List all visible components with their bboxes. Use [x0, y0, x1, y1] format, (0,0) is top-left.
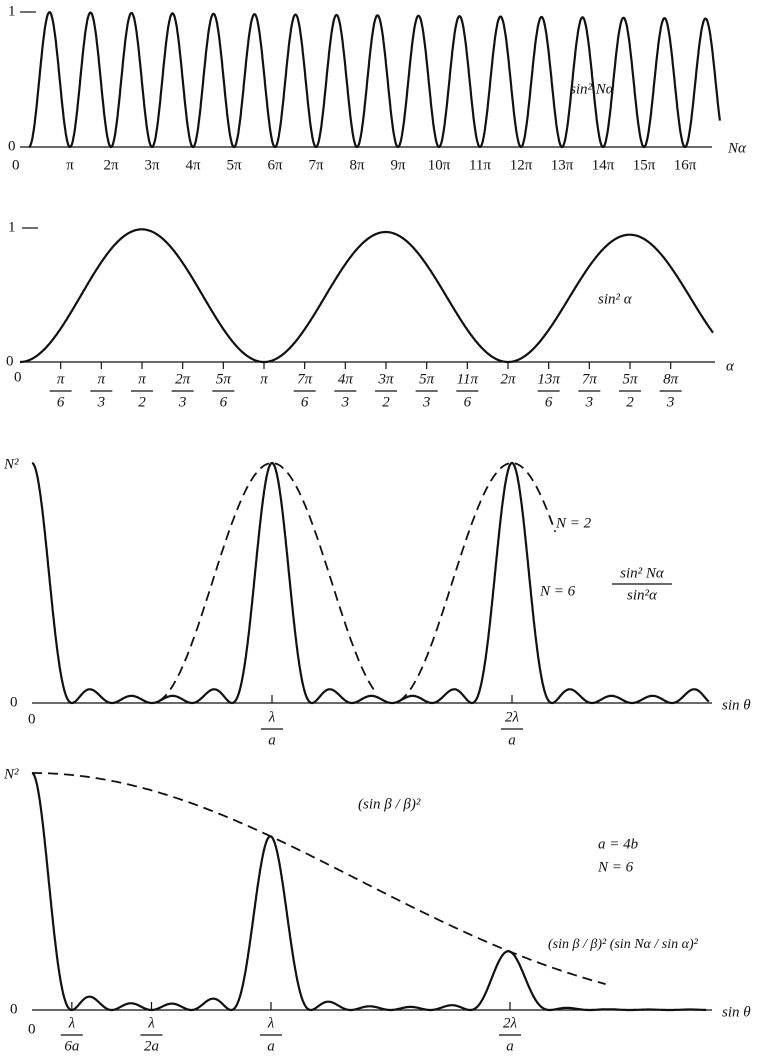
y-label: N² — [3, 456, 19, 472]
tick-num: 5π — [216, 371, 232, 387]
y-label: 0 — [8, 138, 16, 154]
x-tick-label: 4π — [185, 157, 201, 173]
y-label: 0 — [6, 353, 14, 369]
tick-num: 2π — [175, 371, 191, 387]
x-axis-label: α — [726, 358, 735, 374]
tick-num: λ — [267, 1015, 275, 1031]
tick-num: π — [57, 371, 65, 387]
y-label: 1 — [8, 3, 16, 19]
x-tick-label: 16π — [674, 157, 697, 173]
tick-den: a — [268, 732, 276, 748]
curve — [20, 228, 714, 364]
tick-num: λ — [268, 709, 276, 725]
tick-num: π — [98, 371, 106, 387]
tick-num: 8π — [663, 371, 679, 387]
tick-den: 3 — [341, 394, 350, 410]
x-axis-label: sin θ — [722, 697, 751, 713]
tick-den: 3 — [422, 394, 431, 410]
x-tick-label: 6π — [267, 157, 283, 173]
tick-num: 2π — [500, 371, 516, 387]
x-origin: 0 — [28, 711, 36, 727]
x-tick-label: π — [66, 157, 74, 173]
tick-num: 2λ — [503, 1015, 518, 1031]
x-tick-label: 8π — [349, 157, 365, 173]
x-tick-label: 12π — [510, 157, 533, 173]
tick-den: 2 — [138, 394, 146, 410]
tick-num: 3π — [377, 371, 394, 387]
x-tick-label: 2π — [103, 157, 119, 173]
tick-num: 5π — [419, 371, 435, 387]
tick-num: π — [138, 371, 146, 387]
formula: (sin β / β)² (sin Nα / sin α)² — [548, 937, 699, 952]
curve-label: N = 6 — [539, 583, 576, 599]
tick-den: 3 — [178, 394, 187, 410]
x-tick-label: 5π — [226, 157, 242, 173]
dashed-label: N = 2 — [555, 515, 592, 531]
y-label: N² — [3, 766, 19, 782]
param: N = 6 — [597, 859, 634, 875]
tick-den: 3 — [97, 394, 106, 410]
x-tick-label: 14π — [592, 157, 615, 173]
tick-den: 6 — [545, 394, 553, 410]
tick-num: 11π — [457, 371, 479, 387]
tick-num: 2λ — [505, 709, 520, 725]
tick-den: 6 — [57, 394, 65, 410]
tick-num: 7π — [297, 371, 313, 387]
x-tick-label: 10π — [428, 157, 451, 173]
x-tick-label: 3π — [144, 157, 160, 173]
envelope-label: (sin β / β)² — [358, 796, 421, 812]
dashed-curve — [158, 462, 376, 702]
dashed-curve — [32, 772, 606, 985]
curve-label: sin² Nα — [570, 81, 615, 97]
tick-num: λ — [68, 1015, 76, 1031]
tick-den: 3 — [585, 394, 594, 410]
y-label: 0 — [10, 1001, 18, 1017]
tick-den: 2 — [626, 394, 634, 410]
tick-num: 4π — [338, 371, 354, 387]
curve — [28, 11, 721, 149]
y-label: 1 — [8, 219, 16, 235]
param: a = 4b — [598, 836, 639, 852]
tick-den: 3 — [666, 394, 675, 410]
tick-den: a — [506, 1038, 514, 1054]
x-origin: 0 — [28, 1021, 36, 1037]
tick-den: a — [267, 1038, 275, 1054]
x-tick-label: 15π — [633, 157, 656, 173]
tick-den: 6 — [220, 394, 228, 410]
curve — [31, 461, 710, 705]
tick-num: 7π — [582, 371, 598, 387]
tick-den: 6 — [301, 394, 309, 410]
tick-num: 5π — [622, 371, 638, 387]
formula-num: sin² Nα — [620, 565, 665, 581]
curve-label: sin² α — [598, 291, 633, 307]
x-tick-label: 9π — [390, 157, 406, 173]
x-origin: 0 — [14, 369, 22, 385]
tick-num: π — [260, 371, 268, 387]
tick-num: λ — [147, 1015, 155, 1031]
tick-den: a — [508, 732, 516, 748]
tick-den: 6 — [464, 394, 472, 410]
x-axis-label: sin θ — [722, 1004, 751, 1020]
x-tick-label: 13π — [551, 157, 574, 173]
x-axis-label: Nα — [727, 140, 747, 156]
dashed-curve — [398, 462, 557, 702]
curve — [31, 771, 706, 1012]
tick-den: 2 — [382, 394, 390, 410]
tick-den: 6a — [64, 1038, 79, 1054]
formula-den: sin²α — [627, 587, 658, 603]
x-tick-label: 11π — [469, 157, 491, 173]
x-tick-label: 7π — [308, 157, 324, 173]
tick-num: 13π — [537, 371, 560, 387]
x-origin: 0 — [12, 157, 20, 173]
tick-den: 2a — [144, 1038, 159, 1054]
y-label: 0 — [10, 694, 18, 710]
